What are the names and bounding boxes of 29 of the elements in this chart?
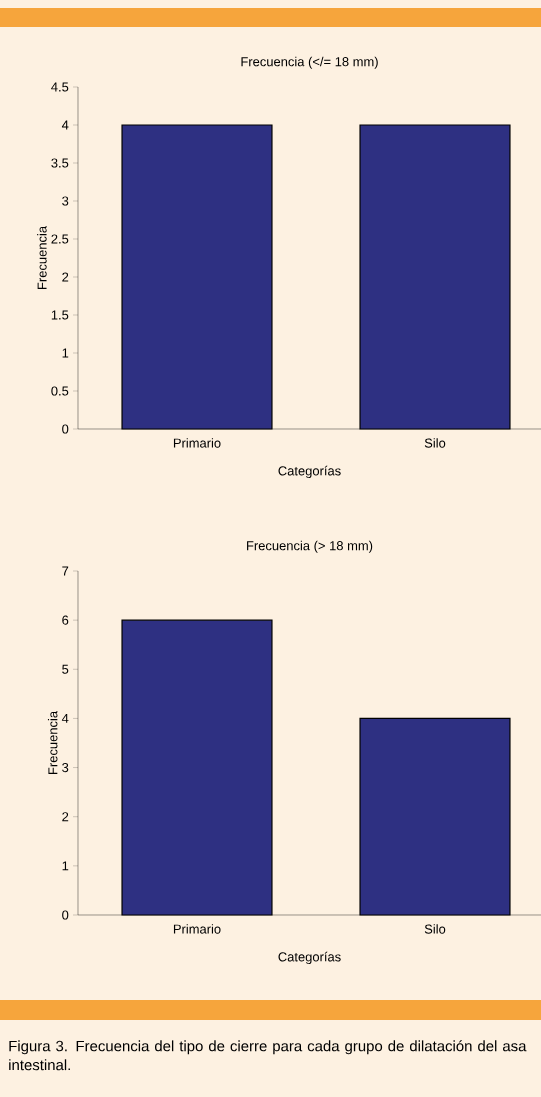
y-tick-label: 4 xyxy=(61,713,69,723)
y-axis-title: Frecuencia xyxy=(47,710,58,774)
x-tick-label: Silo xyxy=(424,924,446,934)
y-tick-label: 1 xyxy=(62,861,69,871)
y-tick-label: 4.5 xyxy=(51,82,69,92)
y-tick-label: 0 xyxy=(62,424,69,434)
y-tick-label: 1 xyxy=(62,348,69,358)
y-axis-title: Frecuencia xyxy=(37,225,47,289)
y-tick-label: 7 xyxy=(62,566,69,576)
chart-title: Frecuencia (> 18 mm) xyxy=(247,540,373,553)
x-axis-title: Categorías xyxy=(278,465,341,479)
text: Figura 3. Frecuencia del tipo de cierre para cada grupo de dilatación del asa intestinal. xyxy=(9,1040,527,1071)
x-tick-label: Primario xyxy=(173,924,221,934)
y-tick-label: 3 xyxy=(62,762,69,773)
y-tick-label: 2.5 xyxy=(51,234,69,244)
y-tick-label: 2 xyxy=(62,272,69,282)
chart-title: Frecuencia (</= 18 mm) xyxy=(241,56,378,69)
y-tick-label: 1.5 xyxy=(51,310,69,320)
y-tick-label: 2 xyxy=(62,812,69,822)
x-axis-title: Categorías xyxy=(278,951,341,965)
y-tick-label: 6 xyxy=(62,615,69,625)
x-tick-label: Primario xyxy=(173,438,221,448)
y-tick-label: 5 xyxy=(62,664,69,674)
y-tick-label: 0.5 xyxy=(51,386,69,396)
y-tick-label: 0 xyxy=(62,910,69,920)
y-tick-label: 3.5 xyxy=(51,158,69,168)
x-tick-label: Silo xyxy=(424,438,446,448)
y-tick-label: 4 xyxy=(61,120,69,130)
y-tick-label: 3 xyxy=(62,196,69,206)
